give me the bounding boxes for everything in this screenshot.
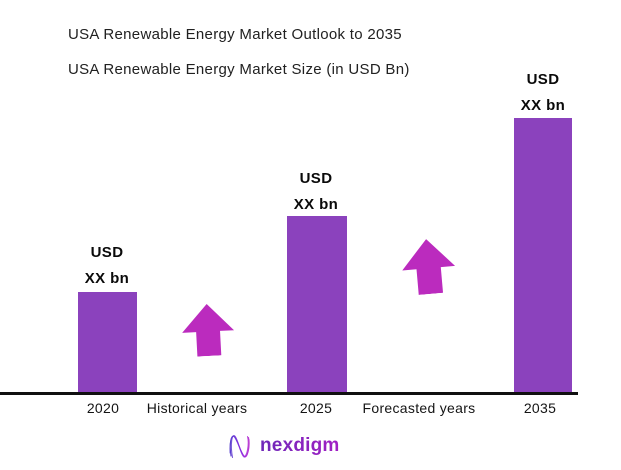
value-amount: XX bn (293, 196, 339, 213)
x-label-2020: 2020 (86, 400, 120, 416)
value-amount: XX bn (520, 97, 566, 114)
nexdigm-logo-icon (229, 435, 250, 459)
growth-arrow-up-icon (400, 237, 458, 296)
chart-subtitle: USA Renewable Energy Market Size (in USD… (68, 61, 410, 78)
value-currency: USD (299, 170, 333, 187)
value-currency: USD (526, 71, 560, 88)
chart-title: USA Renewable Energy Market Outlook to 2… (68, 26, 402, 43)
x-label-2025: 2025 (299, 400, 333, 416)
bar-value-label-2035: USD XX bn (483, 67, 603, 119)
x-axis-line (0, 392, 578, 395)
bar-value-label-2020: USD XX bn (47, 240, 167, 292)
bar-2020 (78, 292, 137, 392)
x-label-2035: 2035 (523, 400, 557, 416)
growth-arrow-up-icon (181, 303, 236, 358)
value-amount: XX bn (84, 270, 130, 287)
bar-2025 (287, 216, 347, 392)
phase-label-historical: Historical years (146, 400, 248, 416)
value-currency: USD (90, 244, 124, 261)
nexdigm-logo: nexdigm (227, 429, 340, 463)
bar-2035 (514, 118, 572, 392)
bar-value-label-2025: USD XX bn (256, 166, 376, 218)
nexdigm-logo-text: nexdigm (260, 435, 340, 456)
phase-label-forecasted: Forecasted years (362, 400, 476, 416)
